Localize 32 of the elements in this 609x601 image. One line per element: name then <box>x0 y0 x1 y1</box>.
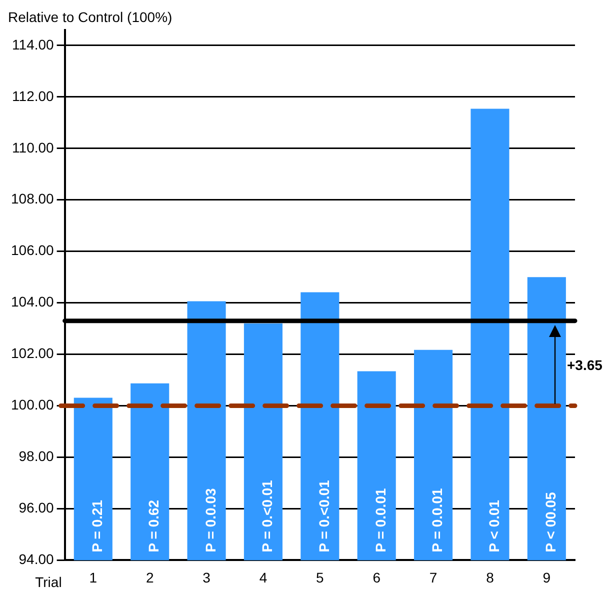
y-tick-label: 100.00 <box>10 396 54 413</box>
x-tick-label: 7 <box>429 569 438 586</box>
x-tick-label: 1 <box>89 569 98 586</box>
y-tick-label: 98.00 <box>18 448 54 464</box>
x-tick-label: 3 <box>202 569 211 586</box>
y-tick-label: 96.00 <box>18 500 54 516</box>
x-tick-label: 2 <box>146 569 154 586</box>
annotation: P < 00.05 <box>542 492 559 552</box>
x-axis-title: Trial <box>35 574 62 590</box>
y-tick-label: 102.00 <box>10 345 54 362</box>
annotation: +3.65 <box>567 357 603 374</box>
y-tick-label: 112.00 <box>12 88 54 104</box>
y-tick-label: 110.00 <box>12 139 54 156</box>
annotation: P = 0.0.01 <box>372 488 388 552</box>
y-tick-label: 108.00 <box>10 190 54 207</box>
x-tick-label: 9 <box>542 569 551 586</box>
y-tick-label: 94.00 <box>18 551 54 568</box>
x-tick-label: 6 <box>372 569 381 586</box>
annotation: P = 0.0.01 <box>429 488 446 552</box>
annotation: P = 0.<0.01 <box>316 480 332 552</box>
annotation: P = 0.21 <box>89 500 106 552</box>
y-tick-label: 114.00 <box>12 36 54 52</box>
annotation: P < 0.01 <box>486 500 502 552</box>
x-tick-label: 5 <box>316 569 324 586</box>
annotation: P = 0.0.03 <box>202 488 218 552</box>
y-tick-label: 104.00 <box>10 294 54 310</box>
x-tick-label: 8 <box>486 569 494 586</box>
annotation: P = 0.62 <box>146 500 162 552</box>
x-tick-label: 4 <box>259 569 268 586</box>
y-tick-label: 106.00 <box>10 242 54 258</box>
y-axis-title: Relative to Control (100%) <box>8 8 172 25</box>
annotation: P = 0.<0.01 <box>259 480 276 552</box>
